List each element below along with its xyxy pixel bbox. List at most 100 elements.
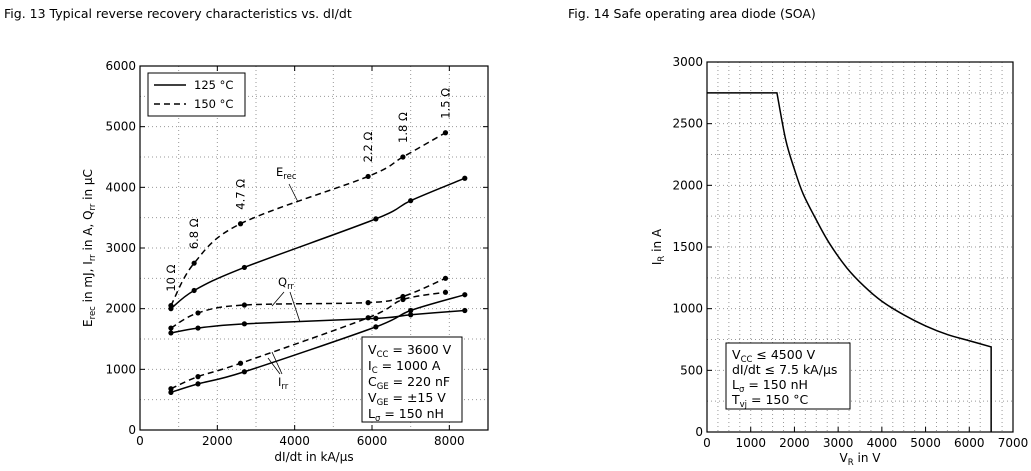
fig13-resistance-label: 10 Ω bbox=[164, 264, 178, 291]
fig13-data-point bbox=[373, 216, 379, 222]
fig14-xtick-label: 1000 bbox=[735, 436, 766, 450]
fig13-condition-line: VGE = ±15 V bbox=[368, 390, 446, 408]
fig13-xtick-label: 4000 bbox=[279, 434, 310, 448]
fig13-irr-label: Irr bbox=[278, 375, 289, 392]
fig13-erec-label: Erec bbox=[276, 165, 297, 182]
fig13-data-point bbox=[373, 315, 379, 321]
fig13-xtick-label: 0 bbox=[136, 434, 144, 448]
fig13-legend-entry: 125 °C bbox=[194, 78, 233, 92]
fig13-ytick-label: 0 bbox=[128, 423, 136, 437]
fig13-data-point bbox=[442, 289, 449, 295]
fig13-data-point bbox=[442, 130, 449, 136]
fig13-series-line bbox=[170, 309, 465, 334]
fig13-data-point bbox=[237, 221, 244, 227]
fig13-resistance-label: 6.8 Ω bbox=[187, 218, 201, 249]
fig14-title: Fig. 14 Safe operating area diode (SOA) bbox=[568, 6, 816, 21]
fig14-xtick-label: 6000 bbox=[954, 436, 985, 450]
fig13-series-line bbox=[170, 177, 466, 310]
fig13-ytick-label: 2000 bbox=[105, 302, 136, 316]
fig13-xtick-label: 2000 bbox=[202, 434, 233, 448]
fig13-condition-line: IC = 1000 A bbox=[368, 358, 441, 376]
fig14-xtick-label: 2000 bbox=[779, 436, 810, 450]
fig13-resistance-label: 4.7 Ω bbox=[234, 179, 248, 210]
fig13-series-line bbox=[170, 291, 446, 390]
fig13-data-point bbox=[195, 325, 201, 331]
fig14-ytick-label: 3000 bbox=[672, 55, 703, 69]
fig13-irr-pointer bbox=[271, 351, 283, 375]
fig13-erec-pointer bbox=[288, 183, 299, 203]
fig14-soa-line bbox=[707, 92, 992, 432]
fig13-xtick-label: 8000 bbox=[434, 434, 465, 448]
fig13-ytick-label: 3000 bbox=[105, 241, 136, 255]
fig13-data-point bbox=[168, 389, 174, 395]
fig13-condition-line: VCC = 3600 V bbox=[368, 342, 452, 360]
fig13-ytick-label: 4000 bbox=[105, 180, 136, 194]
fig13-resistance-label: 1.8 Ω bbox=[396, 112, 410, 143]
fig14-xlabel: VR in V bbox=[840, 451, 882, 468]
fig13-qrr-pointer bbox=[289, 291, 301, 323]
fig13-resistance-label: 2.2 Ω bbox=[361, 131, 375, 162]
fig14-plot: 0 1000 2000 3000 4000 5000 6000 7000 0 500 1000 150… bbox=[650, 55, 1028, 468]
fig13-data-point bbox=[168, 330, 174, 336]
fig13-data-point bbox=[400, 296, 406, 303]
fig13-xtick-label: 6000 bbox=[357, 434, 388, 448]
fig13-data-point bbox=[237, 360, 244, 366]
fig14-xtick-label: 4000 bbox=[867, 436, 898, 450]
fig13-irr-pointer bbox=[267, 357, 281, 375]
fig13-ylabel: Erec in mJ, Irr in A, Qrr in μC bbox=[81, 169, 98, 327]
fig13-ytick-label: 1000 bbox=[105, 362, 136, 376]
fig13-data-point bbox=[408, 198, 414, 204]
fig13-data-point bbox=[365, 300, 371, 306]
fig14-xtick-label: 5000 bbox=[910, 436, 941, 450]
fig13-data-point bbox=[408, 312, 414, 318]
fig14-xtick-label: 7000 bbox=[998, 436, 1029, 450]
fig13-resistance-label: 1.5 Ω bbox=[438, 88, 452, 119]
fig14-ytick-label: 2000 bbox=[672, 178, 703, 192]
fig13-data-point bbox=[408, 307, 414, 314]
fig13-data-point bbox=[241, 369, 247, 375]
fig13-data-point bbox=[373, 324, 379, 330]
fig14-ytick-label: 1000 bbox=[672, 302, 703, 316]
fig13-data-point bbox=[195, 381, 201, 387]
fig13-data-point bbox=[195, 374, 201, 380]
fig14-condition-line: VCC ≤ 4500 V bbox=[732, 347, 816, 365]
fig13-conditions-frame bbox=[361, 336, 463, 423]
fig13-data-point bbox=[168, 325, 174, 331]
fig14-xtick-label: 3000 bbox=[823, 436, 854, 450]
fig13-data-point bbox=[365, 173, 371, 180]
fig13-ytick-label: 6000 bbox=[105, 59, 136, 73]
fig14-conditions-frame bbox=[725, 342, 851, 410]
fig13-condition-line: CGE = 220 nF bbox=[368, 374, 450, 392]
fig13-condition-line: Lσ = 150 nH bbox=[368, 406, 444, 424]
fig13-data-point bbox=[195, 310, 201, 316]
fig14-ytick-label: 2500 bbox=[672, 117, 703, 131]
fig13-data-point bbox=[168, 386, 174, 392]
fig13-legend: 125 °C 150 °C bbox=[147, 72, 246, 117]
fig13-data-point bbox=[462, 292, 468, 298]
fig14-xtick-label: 0 bbox=[703, 436, 711, 450]
fig13-title: Fig. 13 Typical reverse recovery charact… bbox=[4, 6, 352, 21]
fig13-qrr-pointer bbox=[271, 291, 285, 307]
fig13-data-point bbox=[191, 287, 197, 294]
fig14-ytick-label: 0 bbox=[695, 425, 703, 439]
fig13-legend-entry: 150 °C bbox=[194, 97, 233, 111]
fig14-condition-line: Lσ = 150 nH bbox=[732, 377, 808, 395]
fig13-data-point bbox=[168, 303, 174, 309]
fig14-condition-line: dI/dt ≤ 7.5 kA/μs bbox=[732, 362, 837, 377]
fig13-data-point bbox=[241, 302, 247, 308]
fig14-ytick-label: 1500 bbox=[672, 240, 703, 254]
fig13-data-point bbox=[365, 315, 371, 321]
fig13-xlabel: dI/dt in kA/μs bbox=[274, 450, 353, 464]
fig14-condition-line: Tvj = 150 °C bbox=[731, 392, 809, 410]
fig13-data-point bbox=[191, 260, 197, 266]
fig13-data-point bbox=[462, 175, 468, 181]
fig13-data-point bbox=[462, 307, 468, 314]
fig13-data-point bbox=[442, 275, 449, 281]
fig13-plot: 0 2000 4000 6000 8000 0 1000 2000 3000 4000 5000 60… bbox=[81, 59, 489, 464]
fig14-ytick-label: 500 bbox=[680, 363, 703, 377]
fig13-data-point bbox=[400, 154, 406, 160]
fig13-data-point bbox=[241, 321, 247, 327]
